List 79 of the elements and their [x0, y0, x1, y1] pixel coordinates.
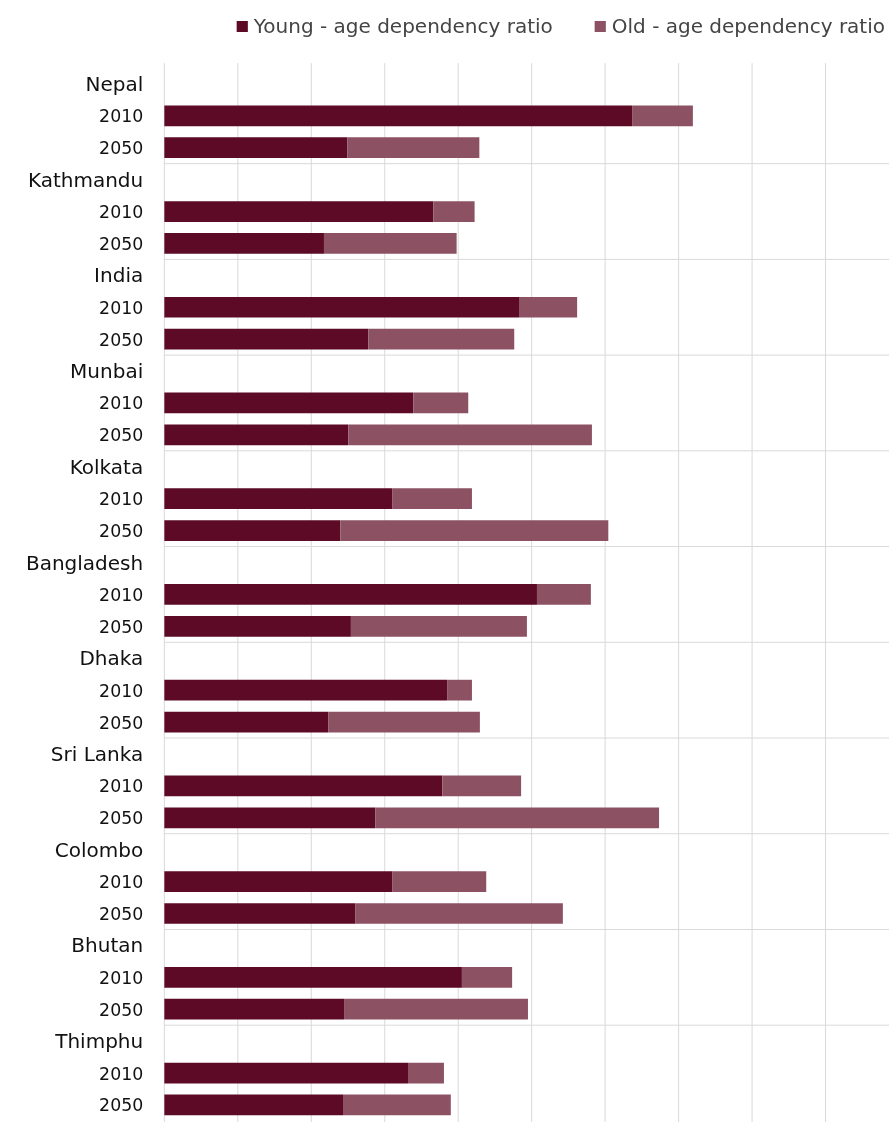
bar: [164, 1094, 343, 1116]
y-tick-label: 2010: [99, 680, 144, 701]
bar: [433, 201, 475, 222]
y-tick-label: 2010: [99, 1063, 144, 1084]
y-tick-label: 2050: [99, 712, 144, 733]
bar: [164, 424, 349, 446]
bar: [164, 392, 414, 414]
y-tick-label: 2050: [99, 1095, 144, 1116]
bar: [164, 520, 341, 541]
y-tick-label: 2010: [99, 584, 144, 605]
bar: [519, 296, 578, 318]
bar: [164, 775, 443, 797]
y-tick-label: India: [94, 263, 144, 288]
bar: [164, 584, 537, 605]
y-tick-label: Munbai: [70, 359, 144, 384]
bar: [347, 137, 480, 159]
bar: [536, 584, 591, 605]
bar: [392, 488, 472, 510]
y-tick-label: 2010: [99, 872, 144, 893]
bar: [164, 296, 519, 318]
bar: [350, 615, 527, 637]
bar: [164, 137, 348, 159]
y-tick-label: 2050: [99, 904, 144, 924]
legend-label: Old - age dependency ratio: [611, 14, 885, 38]
y-tick-label: Bhutan: [71, 933, 144, 958]
bar: [164, 615, 351, 637]
bar: [164, 201, 434, 222]
y-tick-label: 2050: [99, 233, 144, 254]
y-tick-label: 2050: [99, 138, 144, 159]
y-tick-label: 2050: [99, 808, 144, 829]
y-tick-label: Kolkata: [69, 454, 144, 479]
y-tick-label: 2010: [99, 967, 144, 988]
bar: [164, 488, 393, 510]
bar: [164, 998, 345, 1020]
y-tick-label: 2010: [99, 393, 144, 414]
bar: [392, 871, 487, 892]
legend-label: Young - age dependency ratio: [253, 14, 553, 38]
bar: [355, 903, 563, 924]
y-tick-label: 2010: [99, 106, 144, 127]
y-tick-label: 2010: [99, 776, 144, 797]
y-tick-label: Nepal: [85, 71, 144, 96]
bar: [164, 807, 376, 829]
y-tick-label: Kathmandu: [27, 167, 144, 192]
bar: [340, 520, 609, 541]
bar: [164, 966, 462, 988]
bar: [375, 807, 660, 829]
bar: [164, 679, 448, 701]
bar: [408, 1062, 444, 1084]
bar: [413, 392, 469, 414]
bar: [323, 233, 457, 254]
y-tick-label: 2050: [99, 425, 144, 446]
bar: [447, 679, 472, 701]
y-tick-label: Bangladesh: [25, 550, 144, 575]
y-tick-label: 2010: [99, 297, 144, 318]
bar: [164, 328, 369, 350]
bar: [328, 711, 480, 733]
bar: [344, 998, 528, 1020]
bar: [164, 105, 633, 127]
y-tick-label: 2050: [99, 521, 144, 542]
bar: [164, 711, 329, 733]
y-tick-label: Dhaka: [79, 646, 144, 671]
y-tick-label: Thimphu: [54, 1029, 144, 1054]
y-tick-label: 2050: [99, 329, 144, 350]
bar: [164, 233, 324, 254]
bar: [442, 775, 522, 797]
y-tick-label: 2050: [99, 999, 144, 1020]
y-tick-label: 2010: [99, 202, 144, 223]
bar: [164, 1062, 408, 1084]
y-tick-label: Colombo: [54, 837, 144, 862]
bar: [164, 871, 393, 892]
bar: [348, 424, 592, 446]
bar: [368, 328, 515, 350]
bar: [461, 966, 513, 988]
y-tick-label: 2050: [99, 616, 144, 637]
bar: [342, 1094, 451, 1116]
bar: [632, 105, 693, 127]
y-tick-label: 2010: [99, 489, 144, 510]
bar: [164, 903, 356, 924]
y-tick-label: Sri Lanka: [50, 741, 144, 766]
